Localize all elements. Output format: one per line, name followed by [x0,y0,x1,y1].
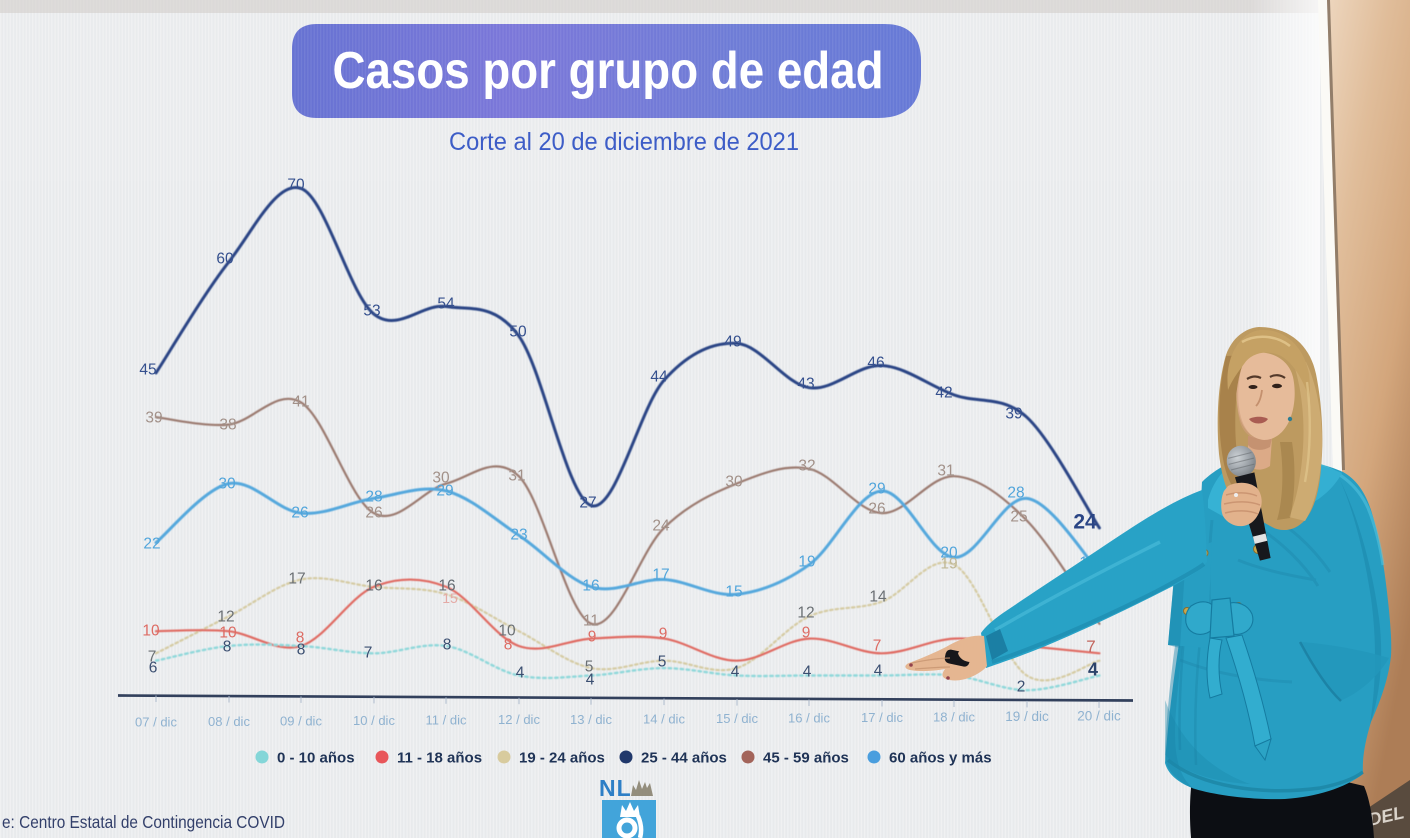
svg-text:45 - 59 años: 45 - 59 años [763,750,849,767]
svg-text:07 / dic: 07 / dic [135,715,177,730]
svg-text:49: 49 [724,334,741,351]
svg-text:9: 9 [802,625,811,642]
svg-text:6: 6 [149,660,158,677]
svg-text:26: 26 [291,505,308,522]
svg-text:12 / dic: 12 / dic [498,712,540,727]
svg-text:8: 8 [443,637,452,654]
svg-text:11 / dic: 11 / dic [426,713,467,728]
svg-text:25 - 44 años: 25 - 44 años [641,750,727,767]
svg-text:30: 30 [218,476,236,493]
svg-text:25: 25 [1010,509,1027,526]
svg-text:9: 9 [659,626,668,643]
svg-text:4: 4 [731,664,740,681]
svg-text:15: 15 [442,590,458,606]
svg-text:10: 10 [142,623,160,640]
svg-text:4: 4 [1088,660,1098,680]
svg-text:7: 7 [148,649,157,666]
svg-text:30: 30 [432,470,450,487]
svg-text:15: 15 [725,584,742,601]
svg-text:4: 4 [516,665,525,682]
svg-text:41: 41 [292,394,309,411]
svg-text:14: 14 [869,589,887,606]
svg-text:50: 50 [509,324,527,341]
svg-text:45: 45 [139,362,156,379]
svg-text:8: 8 [296,630,305,647]
svg-text:19: 19 [940,556,957,573]
svg-text:24: 24 [1073,511,1097,534]
svg-text:NL: NL [599,775,632,801]
svg-text:26: 26 [868,501,885,518]
svg-text:23: 23 [510,527,527,544]
svg-text:46: 46 [867,355,884,372]
svg-text:17: 17 [288,571,305,588]
svg-text:4: 4 [586,672,595,689]
svg-text:53: 53 [363,303,380,320]
svg-text:8: 8 [504,637,513,654]
svg-text:20: 20 [940,545,958,562]
svg-text:31: 31 [508,468,525,485]
svg-text:39: 39 [145,410,162,427]
svg-text:12: 12 [797,605,814,622]
svg-text:7: 7 [364,645,373,662]
svg-text:08 / dic: 08 / dic [208,714,250,729]
svg-text:43: 43 [797,376,814,393]
svg-text:19 - 24 años: 19 - 24 años [519,750,605,767]
svg-text:24: 24 [652,518,670,535]
svg-text:2: 2 [1017,679,1026,696]
svg-text:16 / dic: 16 / dic [788,711,830,726]
svg-text:32: 32 [798,458,815,475]
svg-text:11: 11 [583,613,599,630]
svg-text:30: 30 [725,474,743,491]
svg-text:16: 16 [582,578,599,595]
svg-text:20 / dic: 20 / dic [1077,709,1121,724]
svg-text:9: 9 [588,629,597,646]
svg-text:5: 5 [585,659,594,676]
svg-text:18 / dic: 18 / dic [933,710,975,725]
svg-text:28: 28 [365,489,382,506]
svg-text:17 / dic: 17 / dic [861,710,903,725]
svg-text:27: 27 [579,495,596,512]
svg-text:8: 8 [223,639,232,656]
svg-text:15 / dic: 15 / dic [716,711,758,726]
svg-text:16: 16 [438,578,455,595]
svg-text:60: 60 [216,251,234,268]
svg-text:5: 5 [658,654,667,671]
svg-text:28: 28 [1007,485,1024,502]
svg-text:7: 7 [873,638,882,655]
svg-text:44: 44 [650,369,668,386]
svg-text:8: 8 [297,642,306,659]
svg-text:38: 38 [219,417,236,434]
svg-text:4: 4 [803,664,812,681]
svg-text:29: 29 [868,481,885,498]
svg-text:4: 4 [874,663,883,680]
svg-text:10: 10 [219,625,237,642]
svg-text:26: 26 [365,505,382,522]
svg-text:14 / dic: 14 / dic [643,711,685,726]
svg-text:09 / dic: 09 / dic [280,714,322,729]
svg-text:19 / dic: 19 / dic [1005,709,1049,724]
svg-text:17: 17 [652,567,669,584]
svg-text:12: 12 [217,609,234,626]
svg-text:0 - 10 años: 0 - 10 años [277,750,355,767]
svg-text:Casos por grupo de edad: Casos por grupo de edad [333,42,884,100]
svg-text:10: 10 [498,623,516,640]
svg-text:29: 29 [436,483,453,500]
svg-text:7: 7 [1086,637,1095,656]
svg-text:70: 70 [287,177,305,194]
svg-text:31: 31 [937,463,954,480]
svg-text:e: Centro Estatal de Contingen: e: Centro Estatal de Contingencia COVID [2,812,285,832]
svg-text:10 / dic: 10 / dic [353,713,395,728]
svg-text:60 años y más: 60 años y más [889,750,992,767]
svg-text:19: 19 [798,554,815,571]
svg-text:16: 16 [365,578,382,595]
svg-text:22: 22 [143,536,160,553]
svg-text:13 / dic: 13 / dic [570,712,612,727]
svg-text:Corte al 20 de diciembre de 20: Corte al 20 de diciembre de 2021 [449,128,799,156]
svg-text:39: 39 [1005,406,1022,423]
svg-text:11 - 18 años: 11 - 18 años [397,750,482,767]
svg-text:54: 54 [437,296,455,313]
svg-text:42: 42 [935,385,952,402]
